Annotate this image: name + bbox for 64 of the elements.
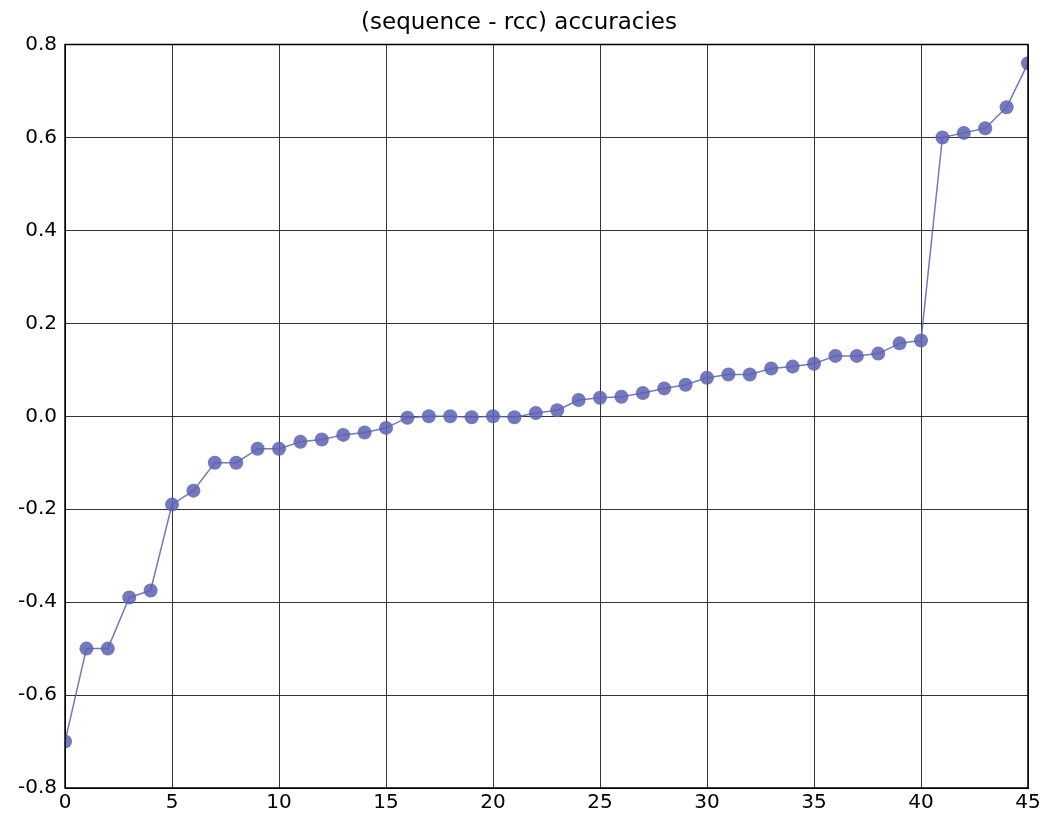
point xyxy=(978,121,993,136)
point xyxy=(785,359,800,374)
chart-title: (sequence - rcc) accuracies xyxy=(361,7,677,34)
x-tick-label: 10 xyxy=(266,789,292,814)
point xyxy=(571,393,586,408)
y-tick-label: -0.8 xyxy=(17,774,58,799)
x-tick-label: 45 xyxy=(1015,789,1041,814)
point xyxy=(122,590,137,605)
y-tick-label: 0.0 xyxy=(25,402,58,427)
point xyxy=(657,381,672,396)
point xyxy=(999,100,1014,115)
point xyxy=(678,377,693,392)
x-tick-label: 15 xyxy=(373,789,399,814)
point xyxy=(421,409,436,424)
point xyxy=(700,370,715,385)
point xyxy=(914,333,928,348)
point xyxy=(614,389,629,404)
point xyxy=(635,386,650,401)
point xyxy=(807,356,822,371)
point xyxy=(229,455,244,470)
y-tick-label: 0.2 xyxy=(25,309,58,334)
point xyxy=(550,403,565,418)
point xyxy=(186,483,201,498)
x-tick-label: 5 xyxy=(165,789,179,814)
point xyxy=(935,130,950,145)
point xyxy=(379,420,394,435)
point xyxy=(272,441,287,456)
point xyxy=(892,336,907,351)
point xyxy=(721,367,736,382)
point xyxy=(828,348,843,363)
point xyxy=(79,641,94,656)
y-tick-label: 0.4 xyxy=(25,216,58,241)
point xyxy=(742,367,757,382)
y-tick-label: -0.4 xyxy=(17,588,58,613)
x-tick-label: 25 xyxy=(587,789,613,814)
point xyxy=(443,409,458,424)
x-tick-label: 30 xyxy=(694,789,720,814)
point xyxy=(400,410,415,425)
point xyxy=(250,441,265,456)
point xyxy=(293,434,308,449)
point xyxy=(849,348,864,363)
point xyxy=(357,425,372,440)
x-tick-label: 40 xyxy=(908,789,934,814)
point xyxy=(956,125,971,140)
point xyxy=(336,427,351,442)
point xyxy=(507,410,522,425)
point xyxy=(593,390,608,405)
point xyxy=(100,641,115,656)
point xyxy=(464,410,479,425)
y-tick-label: 0.8 xyxy=(25,30,58,55)
point xyxy=(165,497,180,512)
y-tick-label: -0.2 xyxy=(17,495,58,520)
point xyxy=(143,583,158,598)
point xyxy=(207,455,222,470)
point xyxy=(528,406,543,421)
y-tick-label: -0.6 xyxy=(17,681,58,706)
point xyxy=(486,409,501,424)
point xyxy=(871,346,886,361)
x-tick-label: 0 xyxy=(58,789,72,814)
x-tick-label: 35 xyxy=(801,789,827,814)
point xyxy=(314,432,329,447)
y-tick-label: 0.6 xyxy=(25,123,58,148)
x-tick-label: 20 xyxy=(480,789,506,814)
point xyxy=(764,361,779,376)
